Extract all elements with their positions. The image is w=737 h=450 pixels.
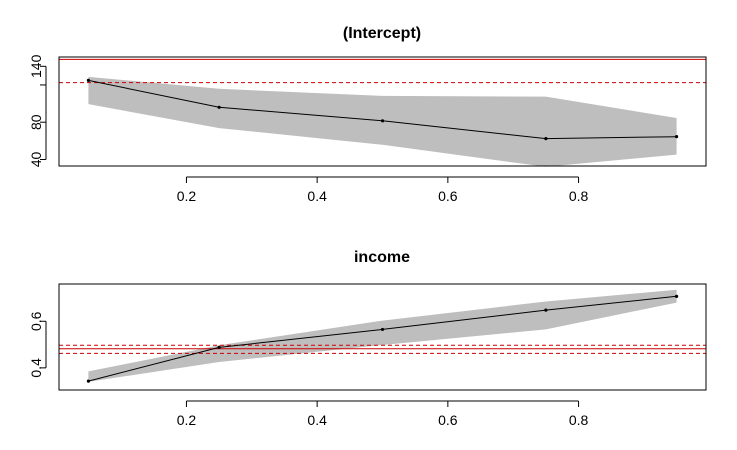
y-tick-label: 140 — [28, 54, 44, 78]
data-point — [380, 119, 385, 123]
y-tick-label: 80 — [28, 114, 44, 130]
confidence-band — [88, 289, 677, 382]
x-tick-label: 0.4 — [307, 188, 327, 204]
plot-frame — [58, 283, 707, 391]
x-tick-label: 0.6 — [438, 188, 458, 204]
x-tick-label: 0.6 — [438, 412, 458, 428]
y-tick-label: 40 — [28, 151, 44, 167]
y-tick-label: 0.4 — [28, 358, 44, 378]
data-point — [544, 308, 548, 312]
data-point — [217, 345, 221, 349]
data-point — [544, 137, 548, 141]
y-tick-label: 0.6 — [28, 311, 44, 331]
x-tick-label: 0.4 — [307, 412, 327, 428]
panel-intercept: (Intercept) 0.2 0.4 0.6 0.8 40 80 140 — [28, 25, 707, 204]
data-point — [86, 379, 91, 383]
x-tick-label: 0.8 — [569, 412, 589, 428]
data-point — [674, 294, 679, 298]
x-tick-label: 0.2 — [177, 188, 197, 204]
data-point — [380, 327, 385, 332]
x-tick-label: 0.8 — [569, 188, 589, 204]
plot-frame — [58, 56, 707, 167]
panel-title: (Intercept) — [343, 25, 421, 42]
panel-income: income 0.2 0.4 0.6 0.8 0.4 0.6 — [28, 249, 707, 428]
data-point — [217, 105, 221, 109]
x-tick-label: 0.2 — [177, 412, 197, 428]
panel-title: income — [354, 249, 410, 266]
data-point — [674, 135, 679, 139]
data-point — [86, 78, 91, 82]
